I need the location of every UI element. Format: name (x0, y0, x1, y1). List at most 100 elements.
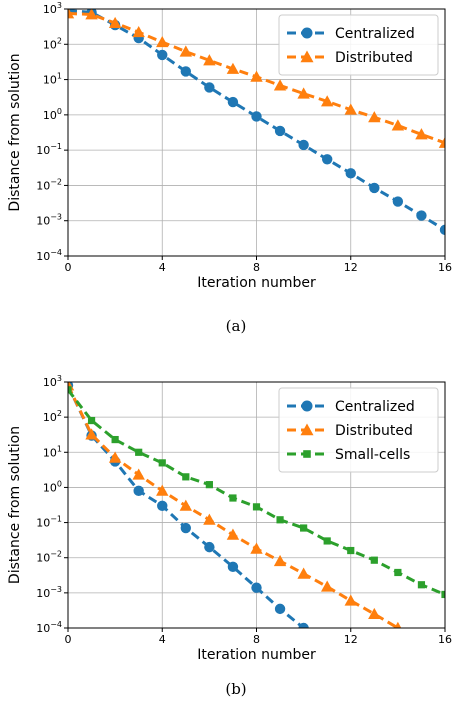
chart-a-legend-entry-distributed: Distributed (287, 50, 413, 66)
chart-a-ytick-label-7: 103 (43, 1, 62, 16)
chart-a-ytick-label-0: 10−4 (36, 248, 62, 263)
chart-b-legend-entry-centralized-label: Centralized (335, 399, 415, 415)
chart-b-series-distributed-point-11 (320, 580, 334, 592)
chart-a-xtick-label-0: 0 (65, 261, 72, 274)
chart-a-legend-entry-centralized: Centralized (287, 26, 415, 42)
chart-b-legend: Centralized Distributed Small-cells (278, 387, 439, 473)
chart-b-series-small-cells-point-7 (229, 494, 237, 502)
chart-b-series-centralized-point-4 (157, 500, 168, 512)
chart-a-series-centralized-point-5 (180, 66, 192, 77)
chart-b-series-small-cells-point-0 (68, 386, 72, 394)
chart-b-series-distributed-point-10 (297, 567, 310, 579)
chart-b-series-centralized-point-9 (274, 603, 286, 615)
chart-a-series-centralized-point-9 (274, 125, 286, 137)
chart-a-series-distributed (68, 9, 445, 148)
chart-b-series-distributed-point-9 (273, 554, 287, 567)
chart-a-legend-entry-centralized-marker (301, 27, 313, 39)
chart-b-ytick-label-7: 103 (43, 374, 62, 389)
chart-a-series-distributed-point-2 (108, 16, 122, 29)
chart-a-series-centralized-point-13 (369, 182, 380, 194)
chart-b-series-distributed-point-12 (344, 594, 357, 606)
chart-b-ytick-label-0: 10−4 (36, 620, 62, 635)
chart-b-legend-box (278, 387, 439, 473)
chart-b-series-small-cells-point-5 (182, 473, 190, 481)
chart-b-ytick-label-6: 102 (43, 409, 62, 424)
chart-b-legend-entry-centralized-marker (301, 400, 313, 412)
chart-b-legend-entry-distributed-marker (300, 423, 314, 436)
chart-b-series-centralized-point-3 (133, 485, 144, 497)
chart-a-series-centralized-point-10 (298, 139, 309, 151)
chart-a-series-distributed-point-0 (68, 9, 75, 19)
chart-a-series-distributed-point-3 (132, 26, 145, 38)
chart-b-xtick-label-1: 4 (159, 633, 166, 646)
chart-a-legend-entry-distributed-label: Distributed (335, 50, 413, 66)
chart-a-series-distributed-point-4 (156, 35, 169, 48)
chart-a-xtick-label-3: 12 (344, 261, 358, 274)
chart-b-series-distributed-point-4 (156, 484, 169, 496)
chart-a-xtick-label-2: 8 (253, 261, 260, 274)
chart-a-ytick-label-3: 10−1 (36, 142, 62, 157)
chart-b-ytick-label-4: 100 (43, 479, 62, 494)
chart-b-series-small-cells-point-9 (276, 516, 284, 524)
chart-b-series-centralized-point-7 (227, 561, 239, 573)
chart-b-series-small-cells-point-13 (370, 556, 378, 564)
chart-panel-b: 0 4 8 12 16 10−4 10−3 10−2 10−1 100 101 102 103 Itera… (7, 374, 452, 663)
chart-b-xtick-label-2: 8 (253, 633, 260, 646)
chart-a-series-distributed-point-1 (85, 9, 98, 20)
chart-a-series-distributed-point-11 (320, 95, 334, 107)
chart-a-ytick-label-4: 100 (43, 107, 62, 122)
chart-a-series-distributed-point-10 (297, 87, 310, 99)
chart-a-series-centralized-point-12 (345, 168, 356, 179)
chart-b-legend-entry-small-cells-label: Small-cells (335, 447, 410, 463)
chart-a-series-distributed-point-15 (415, 128, 428, 140)
chart-b-series-distributed-point-5 (179, 499, 193, 511)
chart-a-xlabel: Iteration number (197, 275, 316, 291)
caption-a: (a) (226, 317, 247, 335)
chart-a-xtick-label-4: 16 (438, 261, 452, 274)
chart-a-series-centralized-point-7 (227, 96, 239, 108)
chart-b-series-small-cells-point-14 (394, 568, 402, 577)
chart-b-series-centralized-point-8 (251, 582, 262, 593)
chart-b-xtick-label-3: 12 (344, 633, 358, 646)
chart-b-series-distributed-point-2 (108, 451, 122, 463)
chart-a-series-centralized-point-11 (321, 154, 333, 165)
chart-b-xlabel: Iteration number (197, 647, 316, 663)
chart-b-ytick-label-5: 101 (43, 444, 62, 459)
chart-b-legend-entry-small-cells: Small-cells (287, 447, 410, 463)
chart-a-legend-box (278, 14, 439, 76)
chart-b-series-distributed-point-1 (85, 428, 98, 440)
chart-b-ytick-label-2: 10−2 (36, 550, 62, 565)
chart-b-legend-entry-small-cells-marker (303, 450, 311, 458)
chart-a-series-distributed-point-9 (273, 79, 287, 91)
chart-b-series-small-cells-point-10 (300, 524, 308, 532)
chart-b-series-distributed-point-8 (250, 542, 263, 554)
chart-panel-a: 0 4 8 12 16 10−4 10−3 10−2 10−1 100 101 102 103 Itera… (7, 1, 452, 291)
chart-a-series-distributed-point-12 (344, 103, 357, 115)
chart-b-legend-entry-distributed-label: Distributed (335, 423, 413, 439)
chart-b-plot-area (68, 382, 445, 628)
chart-b-ylabel: Distance from solution (7, 426, 23, 584)
chart-b-series-distributed-point-3 (132, 468, 145, 480)
chart-a-legend-entry-centralized-label: Centralized (335, 26, 415, 42)
chart-b-series-small-cells-point-8 (252, 503, 261, 511)
chart-a-plot-area (68, 9, 445, 236)
chart-a-series-centralized-point-14 (392, 196, 404, 207)
chart-b-series-distributed-point-13 (368, 607, 381, 619)
caption-b: (b) (225, 680, 246, 698)
chart-a-series-distributed-point-16 (438, 136, 445, 148)
chart-b-series-small-cells (68, 386, 445, 599)
chart-b-series-small-cells-point-16 (441, 590, 445, 599)
chart-b-series-small-cells-point-11 (323, 537, 331, 545)
chart-b-legend-entry-centralized: Centralized (287, 399, 415, 415)
chart-b-series-small-cells-point-4 (158, 459, 166, 467)
chart-a-legend: Centralized Distributed (278, 14, 439, 76)
chart-b-xtick-label-4: 16 (438, 633, 452, 646)
chart-b-series-small-cells-point-15 (417, 581, 426, 589)
chart-a-series-distributed-point-13 (368, 111, 381, 123)
chart-a-ylabel: Distance from solution (7, 53, 23, 211)
chart-a-series-distributed-point-8 (250, 70, 263, 82)
chart-b-series-small-cells-point-6 (205, 481, 213, 489)
chart-a-ytick-label-5: 101 (43, 72, 62, 87)
chart-b-legend-entry-distributed: Distributed (287, 423, 413, 439)
